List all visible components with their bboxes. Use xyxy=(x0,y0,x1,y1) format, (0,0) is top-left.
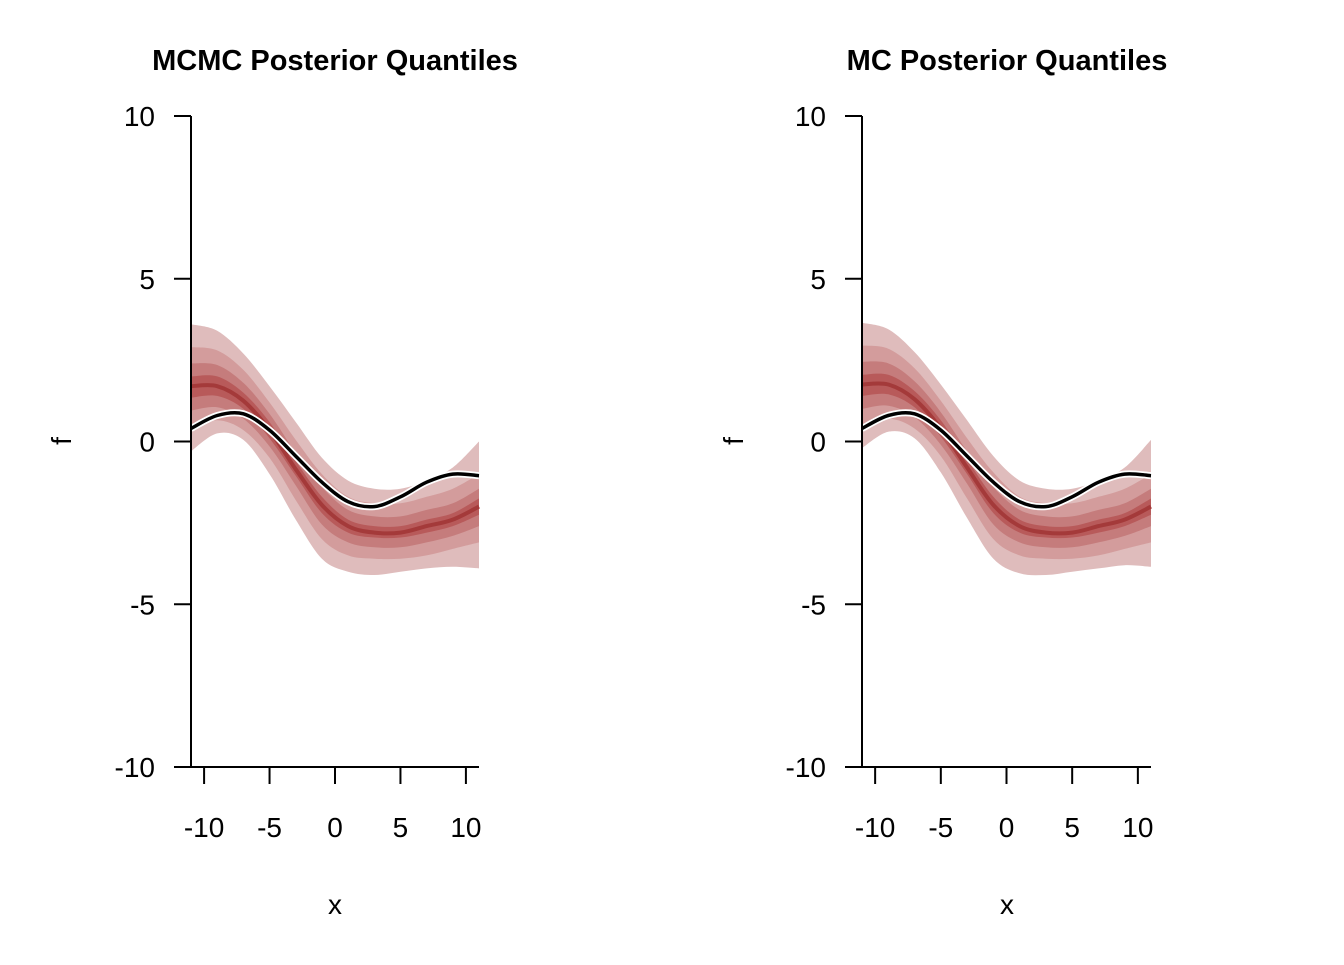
plot-area xyxy=(860,322,1152,576)
y-axis-label: f xyxy=(718,437,749,445)
y-tick-label: -5 xyxy=(801,589,826,620)
y-tick-label: 5 xyxy=(139,264,155,295)
y-axis-label: f xyxy=(46,437,77,445)
quantile-band-2 xyxy=(862,345,1151,560)
x-axis-label: x xyxy=(1000,889,1014,920)
y-tick-label: 10 xyxy=(795,101,826,132)
y-tick-label: -5 xyxy=(130,589,155,620)
x-tick-label: 0 xyxy=(327,812,343,843)
x-tick-label: 10 xyxy=(1122,812,1153,843)
x-axis-label: x xyxy=(328,889,342,920)
truth-line xyxy=(190,410,480,509)
y-axis: -10 -5 0 5 10 xyxy=(786,101,863,783)
x-tick-label: 0 xyxy=(999,812,1015,843)
x-axis: -10 -5 0 5 10 xyxy=(855,766,1153,843)
chart-title: MC Posterior Quantiles xyxy=(847,45,1168,77)
truth-line xyxy=(861,410,1152,509)
y-tick-label: -10 xyxy=(786,752,826,783)
x-axis: -10 -5 0 5 10 xyxy=(184,766,481,843)
quantile-band-2 xyxy=(191,347,479,560)
panel-mcmc: MCMC Posterior Quantiles -10 -5 0 5 10 -10 -5… xyxy=(46,45,518,920)
panel-mc: MC Posterior Quantiles -10 -5 0 5 10 -10 -5 0 5… xyxy=(718,45,1167,920)
x-tick-label: -5 xyxy=(928,812,953,843)
x-tick-label: 5 xyxy=(1064,812,1080,843)
median-line xyxy=(861,381,1152,536)
x-tick-label: -5 xyxy=(257,812,282,843)
y-tick-label: -10 xyxy=(115,752,155,783)
y-tick-label: 0 xyxy=(810,427,826,458)
x-tick-label: -10 xyxy=(855,812,895,843)
y-tick-label: 10 xyxy=(124,101,155,132)
quantile-band-3 xyxy=(862,361,1151,548)
plot-area xyxy=(189,324,480,575)
x-tick-label: 10 xyxy=(450,812,481,843)
y-axis: -10 -5 0 5 10 xyxy=(115,101,192,783)
y-tick-label: 0 xyxy=(139,427,155,458)
y-tick-label: 5 xyxy=(810,264,826,295)
x-tick-label: -10 xyxy=(184,812,224,843)
quantile-band-4 xyxy=(191,375,479,539)
quantile-band-3 xyxy=(191,363,479,548)
chart-title: MCMC Posterior Quantiles xyxy=(152,45,518,77)
quantile-band-4 xyxy=(862,373,1151,539)
median-line xyxy=(190,383,480,536)
x-tick-label: 5 xyxy=(393,812,409,843)
